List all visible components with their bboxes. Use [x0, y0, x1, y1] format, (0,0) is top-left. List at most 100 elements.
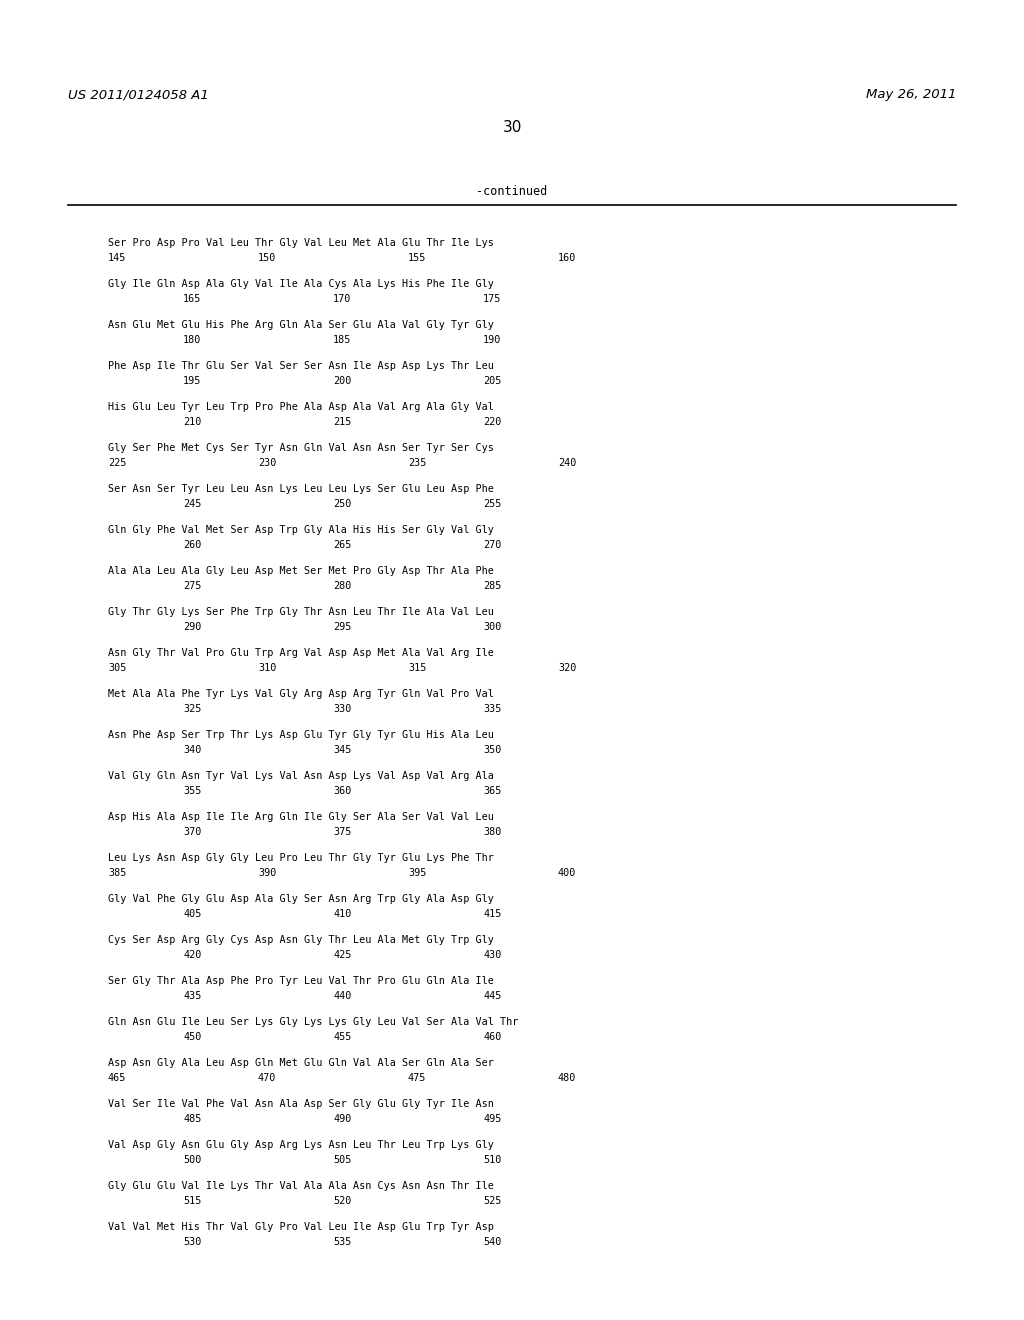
Text: 440: 440	[333, 991, 351, 1001]
Text: Phe Asp Ile Thr Glu Ser Val Ser Ser Asn Ile Asp Asp Lys Thr Leu: Phe Asp Ile Thr Glu Ser Val Ser Ser Asn …	[108, 360, 494, 371]
Text: 480: 480	[558, 1073, 577, 1082]
Text: Val Val Met His Thr Val Gly Pro Val Leu Ile Asp Glu Trp Tyr Asp: Val Val Met His Thr Val Gly Pro Val Leu …	[108, 1222, 494, 1232]
Text: 335: 335	[483, 704, 502, 714]
Text: 150: 150	[258, 253, 276, 263]
Text: 145: 145	[108, 253, 126, 263]
Text: Gly Ile Gln Asp Ala Gly Val Ile Ala Cys Ala Lys His Phe Ile Gly: Gly Ile Gln Asp Ala Gly Val Ile Ala Cys …	[108, 279, 494, 289]
Text: Ser Gly Thr Ala Asp Phe Pro Tyr Leu Val Thr Pro Glu Gln Ala Ile: Ser Gly Thr Ala Asp Phe Pro Tyr Leu Val …	[108, 975, 494, 986]
Text: 230: 230	[258, 458, 276, 469]
Text: Asp His Ala Asp Ile Ile Arg Gln Ile Gly Ser Ala Ser Val Val Leu: Asp His Ala Asp Ile Ile Arg Gln Ile Gly …	[108, 812, 494, 822]
Text: 245: 245	[183, 499, 202, 510]
Text: 400: 400	[558, 869, 577, 878]
Text: 515: 515	[183, 1196, 202, 1206]
Text: Val Ser Ile Val Phe Val Asn Ala Asp Ser Gly Glu Gly Tyr Ile Asn: Val Ser Ile Val Phe Val Asn Ala Asp Ser …	[108, 1100, 494, 1109]
Text: Val Gly Gln Asn Tyr Val Lys Val Asn Asp Lys Val Asp Val Arg Ala: Val Gly Gln Asn Tyr Val Lys Val Asn Asp …	[108, 771, 494, 781]
Text: Gly Ser Phe Met Cys Ser Tyr Asn Gln Val Asn Asn Ser Tyr Ser Cys: Gly Ser Phe Met Cys Ser Tyr Asn Gln Val …	[108, 444, 494, 453]
Text: 240: 240	[558, 458, 577, 469]
Text: 395: 395	[408, 869, 426, 878]
Text: 340: 340	[183, 744, 202, 755]
Text: Met Ala Ala Phe Tyr Lys Val Gly Arg Asp Arg Tyr Gln Val Pro Val: Met Ala Ala Phe Tyr Lys Val Gly Arg Asp …	[108, 689, 494, 700]
Text: 450: 450	[183, 1032, 202, 1041]
Text: 385: 385	[108, 869, 126, 878]
Text: Asn Phe Asp Ser Trp Thr Lys Asp Glu Tyr Gly Tyr Glu His Ala Leu: Asn Phe Asp Ser Trp Thr Lys Asp Glu Tyr …	[108, 730, 494, 741]
Text: May 26, 2011: May 26, 2011	[865, 88, 956, 102]
Text: 535: 535	[333, 1237, 351, 1247]
Text: Gln Asn Glu Ile Leu Ser Lys Gly Lys Lys Gly Leu Val Ser Ala Val Thr: Gln Asn Glu Ile Leu Ser Lys Gly Lys Lys …	[108, 1016, 518, 1027]
Text: 470: 470	[258, 1073, 276, 1082]
Text: 220: 220	[483, 417, 502, 426]
Text: Val Asp Gly Asn Glu Gly Asp Arg Lys Asn Leu Thr Leu Trp Lys Gly: Val Asp Gly Asn Glu Gly Asp Arg Lys Asn …	[108, 1140, 494, 1150]
Text: 460: 460	[483, 1032, 502, 1041]
Text: 365: 365	[483, 785, 502, 796]
Text: His Glu Leu Tyr Leu Trp Pro Phe Ala Asp Ala Val Arg Ala Gly Val: His Glu Leu Tyr Leu Trp Pro Phe Ala Asp …	[108, 403, 494, 412]
Text: 290: 290	[183, 622, 202, 632]
Text: 485: 485	[183, 1114, 202, 1125]
Text: 360: 360	[333, 785, 351, 796]
Text: 455: 455	[333, 1032, 351, 1041]
Text: 495: 495	[483, 1114, 502, 1125]
Text: Gly Thr Gly Lys Ser Phe Trp Gly Thr Asn Leu Thr Ile Ala Val Leu: Gly Thr Gly Lys Ser Phe Trp Gly Thr Asn …	[108, 607, 494, 616]
Text: 530: 530	[183, 1237, 202, 1247]
Text: 320: 320	[558, 663, 577, 673]
Text: 525: 525	[483, 1196, 502, 1206]
Text: 180: 180	[183, 335, 202, 345]
Text: 330: 330	[333, 704, 351, 714]
Text: 405: 405	[183, 909, 202, 919]
Text: 275: 275	[183, 581, 202, 591]
Text: Gly Val Phe Gly Glu Asp Ala Gly Ser Asn Arg Trp Gly Ala Asp Gly: Gly Val Phe Gly Glu Asp Ala Gly Ser Asn …	[108, 894, 494, 904]
Text: 410: 410	[333, 909, 351, 919]
Text: Gly Glu Glu Val Ile Lys Thr Val Ala Ala Asn Cys Asn Asn Thr Ile: Gly Glu Glu Val Ile Lys Thr Val Ala Ala …	[108, 1181, 494, 1191]
Text: 30: 30	[503, 120, 521, 135]
Text: Asn Gly Thr Val Pro Glu Trp Arg Val Asp Asp Met Ala Val Arg Ile: Asn Gly Thr Val Pro Glu Trp Arg Val Asp …	[108, 648, 494, 657]
Text: 195: 195	[183, 376, 202, 385]
Text: Ser Pro Asp Pro Val Leu Thr Gly Val Leu Met Ala Glu Thr Ile Lys: Ser Pro Asp Pro Val Leu Thr Gly Val Leu …	[108, 238, 494, 248]
Text: 520: 520	[333, 1196, 351, 1206]
Text: 175: 175	[483, 294, 502, 304]
Text: 285: 285	[483, 581, 502, 591]
Text: 310: 310	[258, 663, 276, 673]
Text: 160: 160	[558, 253, 577, 263]
Text: 540: 540	[483, 1237, 502, 1247]
Text: 370: 370	[183, 828, 202, 837]
Text: 215: 215	[333, 417, 351, 426]
Text: Gln Gly Phe Val Met Ser Asp Trp Gly Ala His His Ser Gly Val Gly: Gln Gly Phe Val Met Ser Asp Trp Gly Ala …	[108, 525, 494, 535]
Text: 210: 210	[183, 417, 202, 426]
Text: 250: 250	[333, 499, 351, 510]
Text: 505: 505	[333, 1155, 351, 1166]
Text: 200: 200	[333, 376, 351, 385]
Text: 350: 350	[483, 744, 502, 755]
Text: 155: 155	[408, 253, 426, 263]
Text: 205: 205	[483, 376, 502, 385]
Text: 490: 490	[333, 1114, 351, 1125]
Text: 415: 415	[483, 909, 502, 919]
Text: -continued: -continued	[476, 185, 548, 198]
Text: 185: 185	[333, 335, 351, 345]
Text: Leu Lys Asn Asp Gly Gly Leu Pro Leu Thr Gly Tyr Glu Lys Phe Thr: Leu Lys Asn Asp Gly Gly Leu Pro Leu Thr …	[108, 853, 494, 863]
Text: 270: 270	[483, 540, 502, 550]
Text: 430: 430	[483, 950, 502, 960]
Text: 235: 235	[408, 458, 426, 469]
Text: 465: 465	[108, 1073, 126, 1082]
Text: 390: 390	[258, 869, 276, 878]
Text: 355: 355	[183, 785, 202, 796]
Text: 170: 170	[333, 294, 351, 304]
Text: Ser Asn Ser Tyr Leu Leu Asn Lys Leu Leu Lys Ser Glu Leu Asp Phe: Ser Asn Ser Tyr Leu Leu Asn Lys Leu Leu …	[108, 484, 494, 494]
Text: 300: 300	[483, 622, 502, 632]
Text: Ala Ala Leu Ala Gly Leu Asp Met Ser Met Pro Gly Asp Thr Ala Phe: Ala Ala Leu Ala Gly Leu Asp Met Ser Met …	[108, 566, 494, 576]
Text: 345: 345	[333, 744, 351, 755]
Text: 325: 325	[183, 704, 202, 714]
Text: 510: 510	[483, 1155, 502, 1166]
Text: US 2011/0124058 A1: US 2011/0124058 A1	[68, 88, 209, 102]
Text: Cys Ser Asp Arg Gly Cys Asp Asn Gly Thr Leu Ala Met Gly Trp Gly: Cys Ser Asp Arg Gly Cys Asp Asn Gly Thr …	[108, 935, 494, 945]
Text: 265: 265	[333, 540, 351, 550]
Text: 435: 435	[183, 991, 202, 1001]
Text: 225: 225	[108, 458, 126, 469]
Text: 280: 280	[333, 581, 351, 591]
Text: 425: 425	[333, 950, 351, 960]
Text: 165: 165	[183, 294, 202, 304]
Text: 500: 500	[183, 1155, 202, 1166]
Text: 305: 305	[108, 663, 126, 673]
Text: 375: 375	[333, 828, 351, 837]
Text: 380: 380	[483, 828, 502, 837]
Text: 190: 190	[483, 335, 502, 345]
